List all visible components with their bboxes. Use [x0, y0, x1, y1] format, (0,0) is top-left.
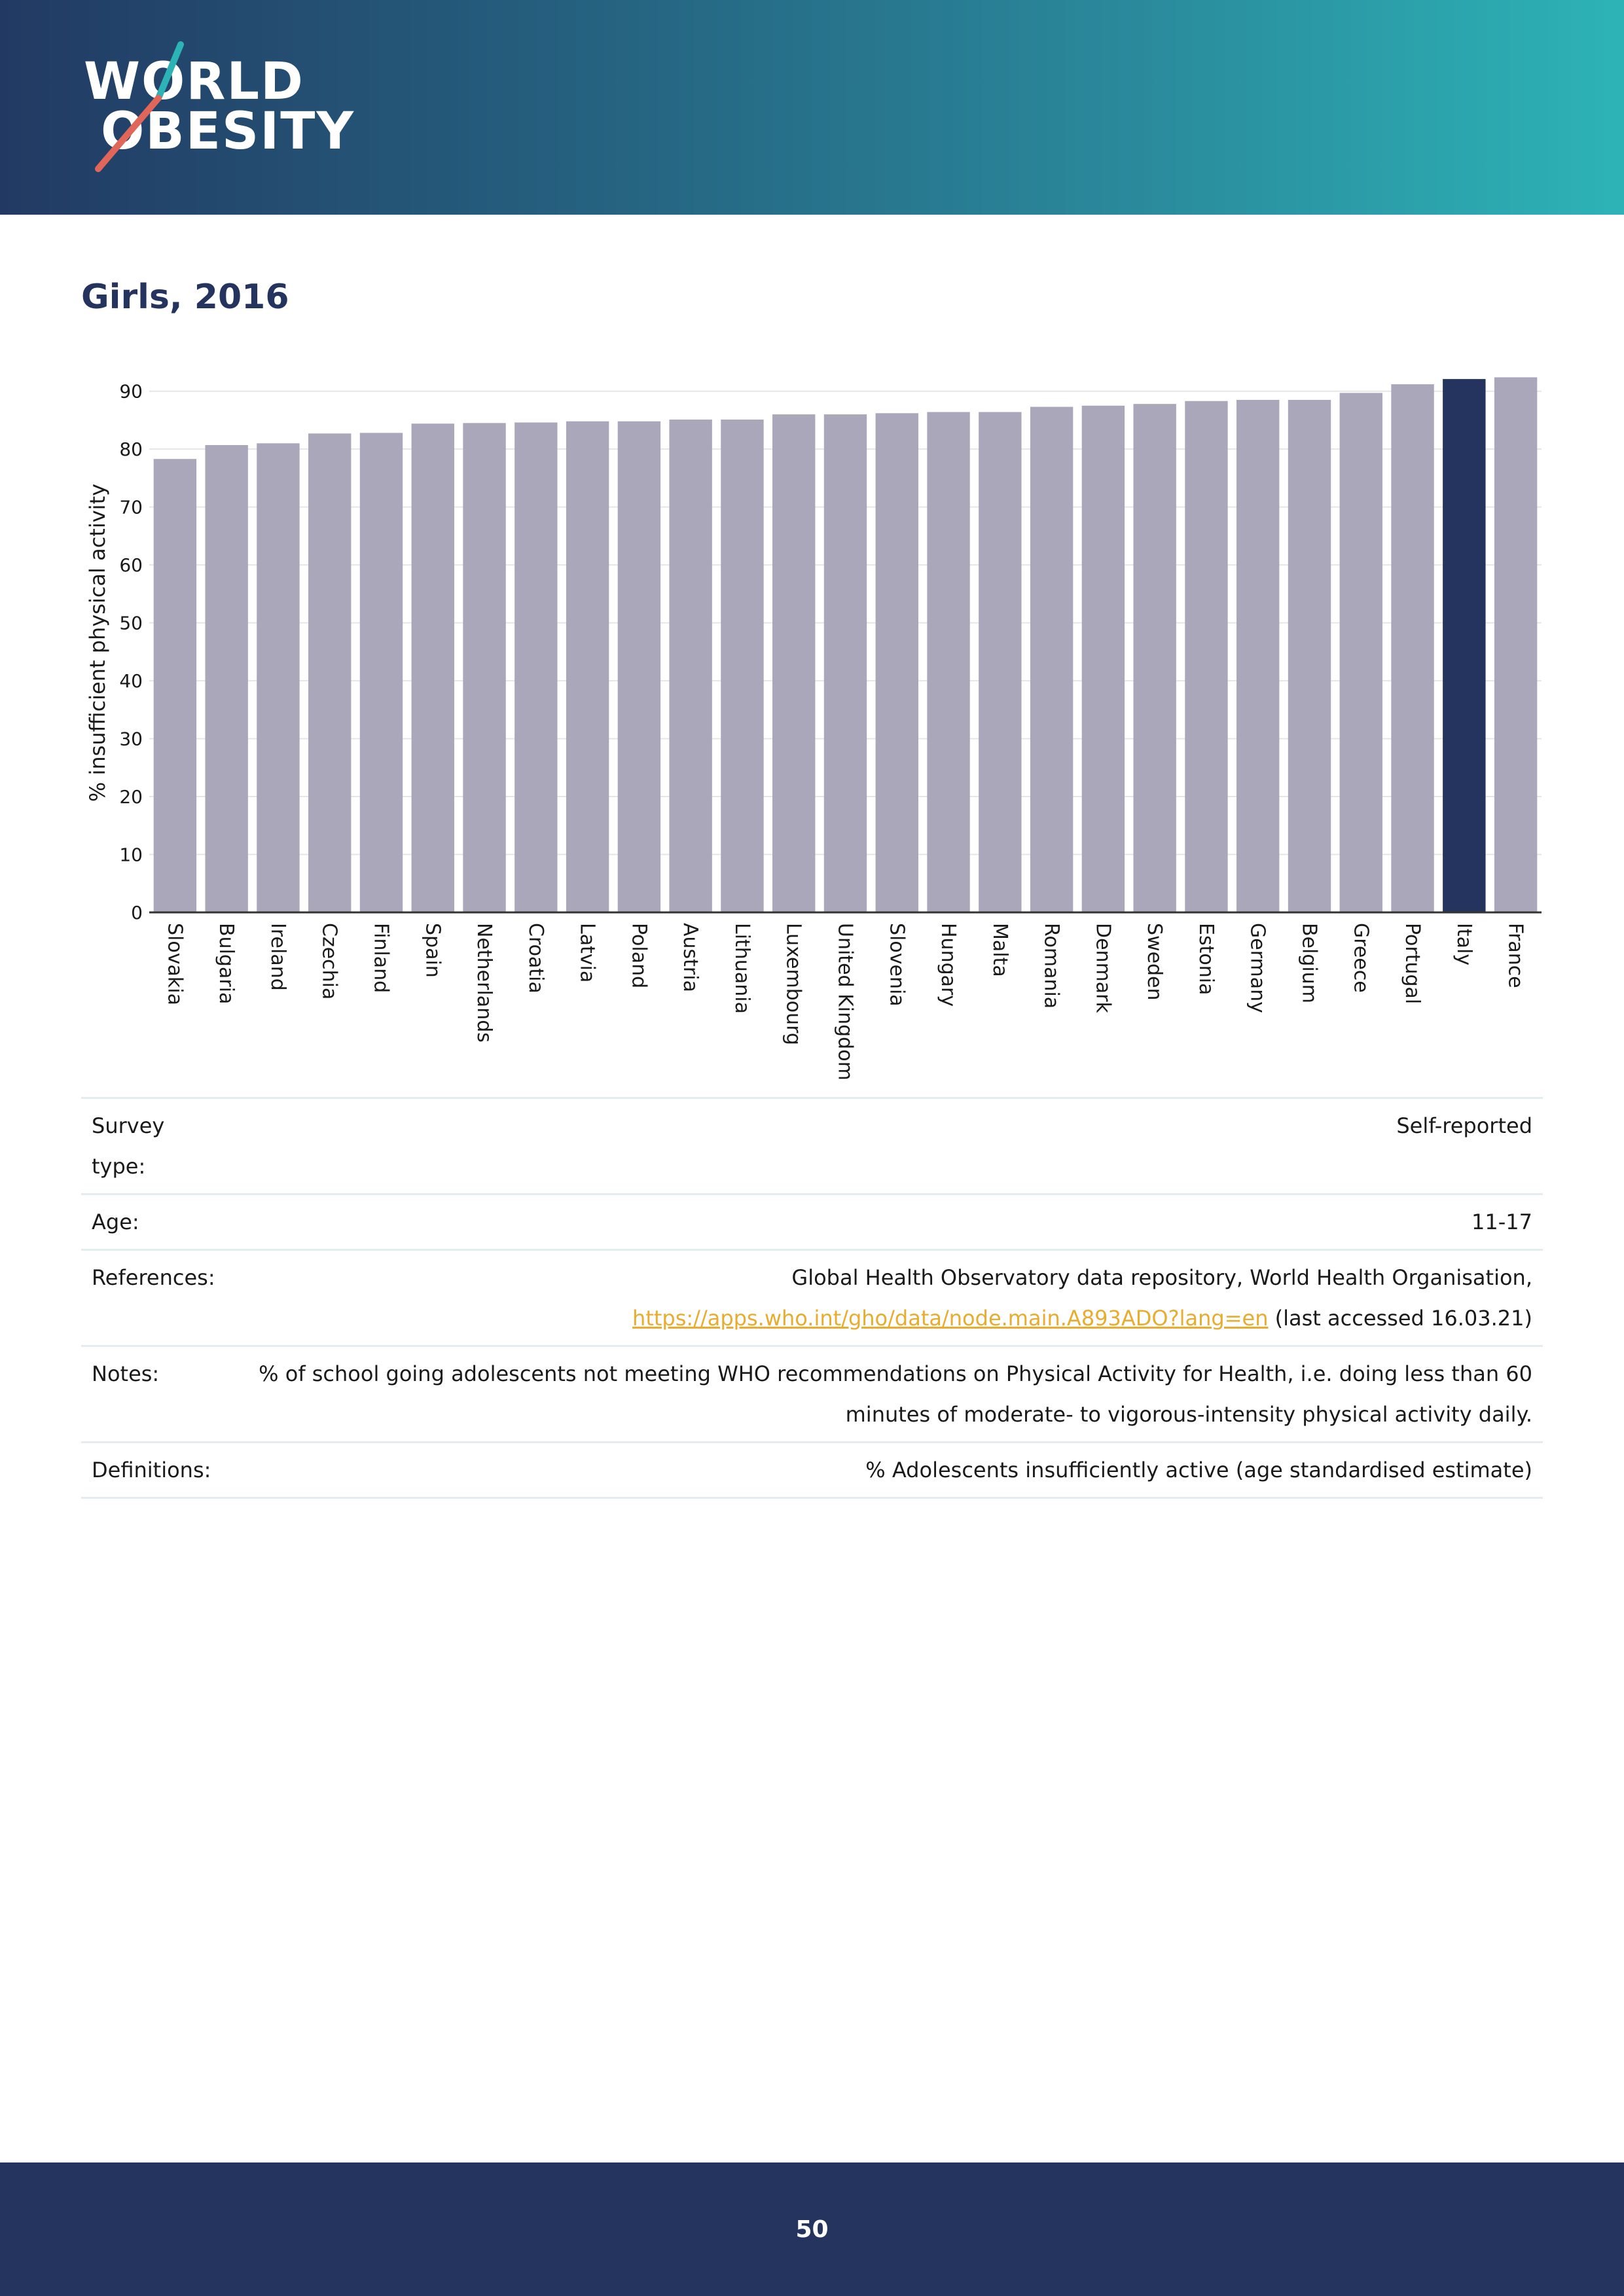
info-label: Survey type:: [92, 1113, 165, 1179]
reference-link[interactable]: https://apps.who.int/gho/data/node.main.…: [632, 1306, 1269, 1331]
x-tick-label: France: [1504, 923, 1527, 988]
bar-slovakia: [153, 459, 197, 912]
info-label: Notes:: [92, 1361, 160, 1386]
bar-ireland: [257, 443, 300, 912]
bar-czechia: [308, 433, 352, 912]
info-label: Age:: [92, 1210, 139, 1234]
info-row-references: References: Global Health Observatory da…: [81, 1249, 1543, 1346]
x-tick-label: Slovakia: [163, 923, 186, 1005]
bar-croatia: [514, 422, 558, 912]
x-tick-label: Germany: [1246, 923, 1269, 1013]
info-row-age: Age: 11-17: [81, 1194, 1543, 1250]
bar-italy: [1443, 379, 1486, 912]
info-table: Survey type: Self-reported Age: 11-17 Re…: [81, 1097, 1543, 1499]
y-tick-label: 10: [119, 844, 143, 866]
bar-portugal: [1391, 384, 1434, 912]
bar-hungary: [927, 412, 970, 912]
bar-sweden: [1133, 404, 1176, 912]
x-tick-label: Hungary: [937, 923, 960, 1007]
x-tick-label: Latvia: [576, 923, 599, 982]
x-tick-label: Sweden: [1143, 923, 1166, 1001]
info-value: 11-17: [1471, 1210, 1532, 1234]
y-tick-label: 90: [119, 381, 143, 403]
x-tick-label: Luxembourg: [782, 923, 805, 1045]
bar-netherlands: [463, 423, 506, 912]
world-obesity-logo: WORLD OBESITY: [81, 41, 353, 178]
info-row-survey-type: Survey type: Self-reported: [81, 1098, 1543, 1194]
y-tick-label: 80: [119, 439, 143, 460]
x-tick-label: Austria: [679, 923, 702, 992]
bar-spain: [411, 423, 454, 912]
bar-luxembourg: [772, 414, 816, 912]
x-tick-label: Belgium: [1298, 923, 1321, 1003]
reference-accessed: (last accessed 16.03.21): [1274, 1306, 1532, 1331]
logo-slash-icon: [95, 41, 184, 172]
bar-romania: [1030, 406, 1074, 912]
x-tick-label: Finland: [370, 923, 393, 993]
x-tick-label: Czechia: [318, 923, 341, 999]
y-tick-label: 20: [119, 786, 143, 808]
x-tick-label: Denmark: [1091, 923, 1114, 1014]
bar-lithuania: [721, 420, 764, 912]
y-tick-label: 60: [119, 554, 143, 576]
info-value: % Adolescents insufficiently active (age…: [865, 1458, 1532, 1482]
x-tick-label: United Kingdom: [834, 923, 857, 1081]
bar-germany: [1236, 399, 1280, 912]
bar-france: [1494, 377, 1538, 912]
x-tick-label: Ireland: [266, 923, 289, 991]
x-tick-label: Slovenia: [885, 923, 908, 1007]
bar-united-kingdom: [823, 414, 867, 912]
info-row-definitions: Definitions: % Adolescents insufficientl…: [81, 1442, 1543, 1498]
y-tick-label: 40: [119, 670, 143, 692]
bar-poland: [617, 421, 661, 912]
info-value: % of school going adolescents not meetin…: [259, 1361, 1532, 1427]
bar-bulgaria: [205, 444, 248, 912]
x-tick-label: Croatia: [524, 923, 547, 994]
bar-estonia: [1185, 401, 1228, 912]
x-tick-label: Italy: [1453, 923, 1475, 965]
info-value-references: Global Health Observatory data repositor…: [226, 1250, 1543, 1346]
x-tick-label: Romania: [1040, 923, 1063, 1009]
x-tick-label: Estonia: [1195, 923, 1218, 995]
x-tick-label: Netherlands: [473, 923, 496, 1043]
logo-text-line1: WORLD: [84, 52, 304, 111]
y-tick-label: 70: [119, 497, 143, 518]
bar-latvia: [566, 421, 609, 912]
info-label: References:: [92, 1265, 215, 1290]
x-tick-label: Bulgaria: [215, 923, 238, 1004]
page-header: WORLD OBESITY: [0, 0, 1624, 215]
info-row-notes: Notes: % of school going adolescents not…: [81, 1346, 1543, 1443]
y-tick-label: 0: [131, 902, 143, 924]
bar-malta: [979, 412, 1022, 912]
bar-slovenia: [875, 413, 918, 912]
bar-greece: [1339, 393, 1382, 912]
x-tick-label: Poland: [627, 923, 650, 988]
x-tick-label: Portugal: [1401, 923, 1424, 1004]
x-tick-label: Malta: [988, 923, 1011, 977]
y-tick-label: 30: [119, 728, 143, 750]
bar-belgium: [1288, 399, 1331, 912]
x-tick-label: Greece: [1349, 923, 1372, 993]
page-number: 50: [795, 2215, 829, 2243]
bar-denmark: [1081, 405, 1125, 912]
bar-finland: [359, 433, 403, 912]
x-tick-label: Lithuania: [731, 923, 753, 1014]
bar-austria: [669, 420, 712, 912]
reference-text: Global Health Observatory data repositor…: [791, 1265, 1532, 1290]
info-label: Definitions:: [92, 1458, 211, 1482]
chart-title: Girls, 2016: [81, 278, 289, 317]
bar-chart: 0 10 20 30 40 50 60 70 80 90 % insufficient physic…: [85, 377, 1542, 1081]
x-tick-label: Spain: [421, 923, 444, 978]
y-axis-label: % insufficient physical activity: [85, 484, 110, 802]
y-tick-label: 50: [119, 613, 143, 634]
info-value: Self-reported: [1396, 1113, 1532, 1138]
page-footer: 50: [0, 2162, 1624, 2296]
